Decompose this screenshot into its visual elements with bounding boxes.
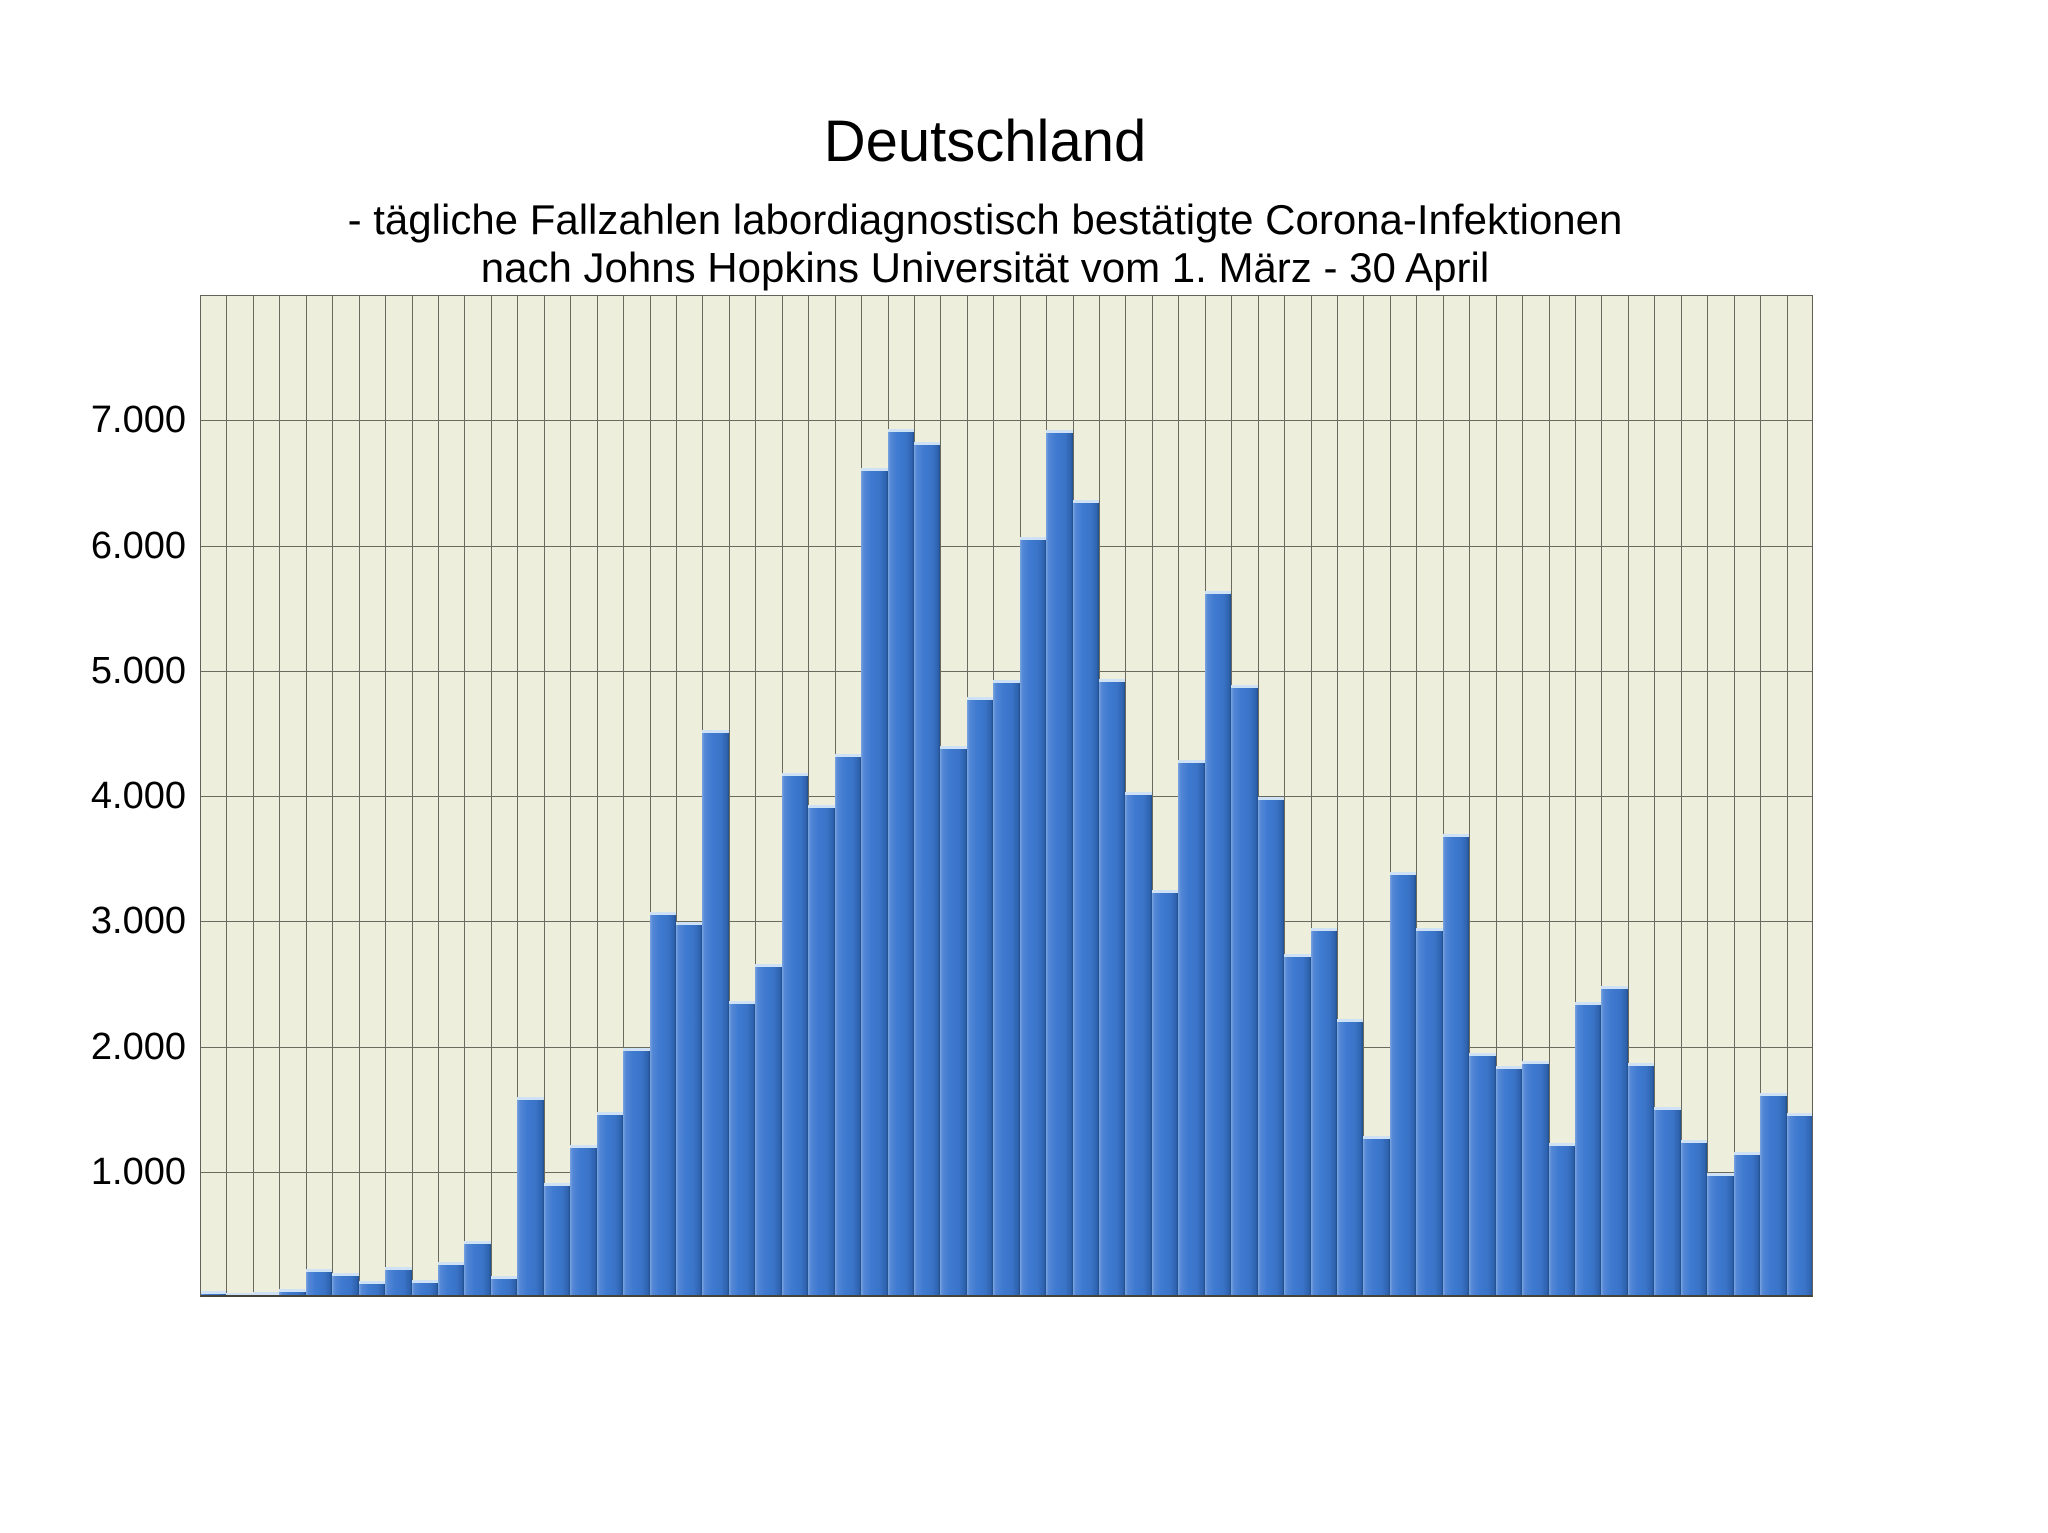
- bar-2020-03-13: [517, 1097, 544, 1297]
- bar-2020-03-28: [914, 442, 940, 1297]
- horizontal-gridline: [200, 671, 1813, 672]
- bar-2020-03-30: [967, 697, 993, 1297]
- bar-2020-03-24: [808, 805, 835, 1297]
- bar-2020-04-09: [1231, 685, 1258, 1297]
- bar-2020-04-13: [1337, 1019, 1363, 1297]
- bar-2020-03-23: [782, 773, 808, 1297]
- bar-2020-04-23: [1601, 986, 1628, 1297]
- y-axis-tick-label: 1.000: [90, 1151, 186, 1193]
- chart-subtitle-line1: - tägliche Fallzahlen labordiagnostisch …: [347, 196, 1623, 243]
- bar-2020-03-01: [200, 1291, 226, 1297]
- bar-2020-03-16: [597, 1112, 623, 1297]
- bar-2020-04-26: [1681, 1140, 1707, 1297]
- bar-2020-03-09: [412, 1280, 438, 1297]
- bar-2020-04-28: [1734, 1152, 1760, 1297]
- bar-2020-04-24: [1628, 1063, 1654, 1297]
- bar-2020-03-22: [755, 964, 782, 1297]
- y-axis-tick-label: 3.000: [90, 900, 186, 942]
- bar-2020-03-07: [359, 1281, 385, 1297]
- bar-2020-04-10: [1258, 797, 1284, 1297]
- bar-2020-04-12: [1311, 928, 1337, 1297]
- bar-2020-03-17: [623, 1048, 650, 1297]
- bars-layer: [200, 295, 1813, 1297]
- y-axis-tick-label: 2.000: [90, 1026, 186, 1068]
- bar-2020-04-21: [1549, 1143, 1575, 1297]
- bar-2020-04-17: [1443, 834, 1469, 1297]
- y-axis-tick-label: 7.000: [90, 399, 186, 441]
- bar-2020-03-12: [491, 1276, 517, 1297]
- bar-2020-03-31: [993, 680, 1020, 1297]
- bar-2020-03-27: [888, 429, 914, 1297]
- bar-2020-04-27: [1707, 1173, 1734, 1297]
- bar-2020-03-18: [650, 912, 676, 1297]
- y-axis-tick-label: 6.000: [90, 525, 186, 567]
- bar-2020-04-11: [1284, 954, 1311, 1297]
- bar-2020-03-15: [570, 1145, 597, 1297]
- bar-2020-04-02: [1046, 430, 1073, 1297]
- plot-area: [200, 295, 1813, 1297]
- bar-2020-03-21: [729, 1001, 755, 1297]
- chart-subtitle-line2: nach Johns Hopkins Universität vom 1. Mä…: [480, 244, 1490, 291]
- bar-2020-04-15: [1390, 872, 1416, 1297]
- bar-2020-03-11: [464, 1241, 491, 1297]
- bar-2020-04-06: [1152, 890, 1178, 1297]
- bar-2020-03-04: [279, 1289, 306, 1297]
- bar-2020-03-25: [835, 754, 861, 1297]
- bar-2020-04-29: [1760, 1093, 1787, 1297]
- chart-header: Deutschland - tägliche Fallzahlen labord…: [0, 110, 1970, 292]
- bar-2020-03-06: [332, 1273, 359, 1297]
- bar-2020-04-19: [1496, 1066, 1522, 1297]
- bar-2020-03-29: [940, 746, 967, 1297]
- bar-2020-03-26: [861, 468, 888, 1297]
- bar-2020-04-18: [1469, 1053, 1496, 1297]
- bar-2020-04-08: [1205, 591, 1231, 1297]
- bar-2020-03-20: [702, 730, 729, 1297]
- bar-2020-03-14: [544, 1183, 570, 1297]
- bar-2020-04-01: [1020, 537, 1046, 1297]
- bar-2020-04-05: [1125, 792, 1152, 1297]
- bar-2020-04-14: [1363, 1136, 1390, 1297]
- bar-2020-04-03: [1073, 500, 1099, 1297]
- horizontal-gridline: [200, 420, 1813, 421]
- bar-2020-03-05: [306, 1269, 332, 1297]
- bar-2020-03-08: [385, 1267, 412, 1297]
- bar-2020-03-19: [676, 922, 702, 1297]
- bar-2020-04-16: [1416, 928, 1443, 1297]
- bar-2020-04-30: [1787, 1113, 1813, 1297]
- y-axis-tick-label: 4.000: [90, 775, 186, 817]
- bar-2020-04-25: [1654, 1107, 1681, 1297]
- bar-2020-03-03: [253, 1292, 279, 1297]
- bar-2020-04-22: [1575, 1002, 1601, 1297]
- bar-2020-04-04: [1099, 679, 1125, 1297]
- bar-2020-04-20: [1522, 1061, 1549, 1297]
- horizontal-gridline: [200, 546, 1813, 547]
- y-axis-tick-label: 5.000: [90, 650, 186, 692]
- bar-2020-03-10: [438, 1262, 464, 1297]
- bar-2020-04-07: [1178, 760, 1205, 1297]
- chart-title: Deutschland: [823, 109, 1147, 174]
- bar-2020-03-02: [226, 1293, 253, 1297]
